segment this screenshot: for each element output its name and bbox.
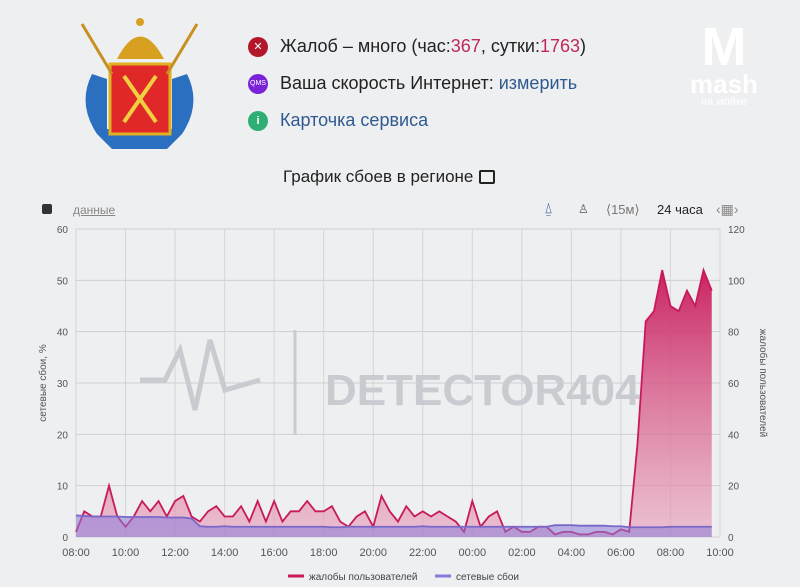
x-tick-label: 08:00 xyxy=(657,547,685,559)
card-row: i Карточка сервиса xyxy=(248,110,428,131)
x-tick-label: 10:00 xyxy=(706,547,734,559)
calendar-nav[interactable]: ‹▦› xyxy=(716,201,739,217)
status-suffix: ) xyxy=(580,36,587,56)
failures-series-line xyxy=(75,514,712,529)
x-tick-label: 02:00 xyxy=(508,547,536,559)
speed-row: QMS Ваша скорость Интернет: измерить xyxy=(248,73,577,94)
y-tick-left: 60 xyxy=(57,225,69,236)
x-tick-label: 20:00 xyxy=(359,547,387,559)
x-tick-label: 12:00 xyxy=(161,547,189,559)
day-count: 1763 xyxy=(540,36,581,56)
x-tick-label: 06:00 xyxy=(607,547,635,559)
y-tick-right: 120 xyxy=(728,225,745,236)
info-icon: i xyxy=(248,110,268,131)
y-tick-left: 50 xyxy=(57,276,69,287)
error-icon: ✕ xyxy=(248,36,268,57)
x-tick-label: 22:00 xyxy=(409,547,437,559)
brand-sub: на мойке xyxy=(700,96,748,108)
y-tick-right: 0 xyxy=(728,533,734,544)
service-card-link[interactable]: Карточка сервиса xyxy=(280,110,429,130)
y-tick-left: 10 xyxy=(57,482,69,493)
y-tick-right: 100 xyxy=(728,276,745,287)
x-tick-label: 14:00 xyxy=(211,547,239,559)
mash-watermark: M mash на мойке xyxy=(690,17,758,108)
interval-label: 15м xyxy=(611,202,635,217)
user-icon[interactable]: ♙ xyxy=(578,202,589,216)
coat-of-arms-logo xyxy=(80,18,199,149)
data-link[interactable]: данные xyxy=(73,203,116,217)
complaints-status: ✕ Жалоб – много (час: 367, сутки: 1763) xyxy=(248,36,586,57)
status-text: Жалоб – много (час: xyxy=(280,36,451,56)
x-tick-label: 10:00 xyxy=(112,547,140,559)
x-tick-label: 00:00 xyxy=(459,547,487,559)
outage-chart: 08:00 10:00 12:00 14:00 16:00 18:00 20:00 22:00… xyxy=(37,225,769,583)
brand: mash xyxy=(690,69,758,99)
interval-button[interactable]: ⟨15м⟩ xyxy=(606,202,640,217)
area-chart-toggle-icon[interactable]: ⍙ xyxy=(544,200,554,217)
complaints-series-area xyxy=(76,270,712,537)
qms-icon: QMS xyxy=(248,73,268,94)
status-text-2: , сутки: xyxy=(480,36,540,56)
y-tick-left: 0 xyxy=(62,533,68,544)
failures-series-area xyxy=(76,515,712,537)
x-tick-label: 04:00 xyxy=(558,547,586,559)
speed-test-link[interactable]: измерить xyxy=(498,73,578,93)
x-tick-label: 18:00 xyxy=(310,547,338,559)
y-tick-left: 30 xyxy=(57,379,69,390)
hour-count: 367 xyxy=(450,36,481,56)
legend-complaints: жалобы пользователей xyxy=(309,571,418,583)
camera-icon[interactable] xyxy=(42,204,52,214)
chart-title-text: График сбоев в регионе xyxy=(283,167,474,186)
y-tick-right: 60 xyxy=(728,379,740,390)
x-tick-label: 08:00 xyxy=(62,547,90,559)
y-tick-right: 20 xyxy=(728,482,740,493)
speed-label: Ваша скорость Интернет: xyxy=(280,73,499,93)
monitor-icon[interactable] xyxy=(479,170,496,184)
y-axis-right-label: жалобы пользователей xyxy=(757,329,769,438)
y-tick-right: 40 xyxy=(728,430,740,441)
y-tick-right: 80 xyxy=(728,328,740,339)
detector-watermark: DETECTOR404 xyxy=(325,366,640,415)
legend-failures: сетевые сбои xyxy=(456,571,519,583)
detector-logo xyxy=(140,339,261,411)
x-tick-label: 16:00 xyxy=(260,547,288,559)
y-tick-left: 40 xyxy=(57,328,69,339)
chart-title: График сбоев в регионе xyxy=(283,167,496,187)
y-axis-left-label: сетевые сбои, % xyxy=(37,344,49,422)
range-button[interactable]: 24 часа xyxy=(657,202,703,217)
y-tick-left: 20 xyxy=(57,430,69,441)
